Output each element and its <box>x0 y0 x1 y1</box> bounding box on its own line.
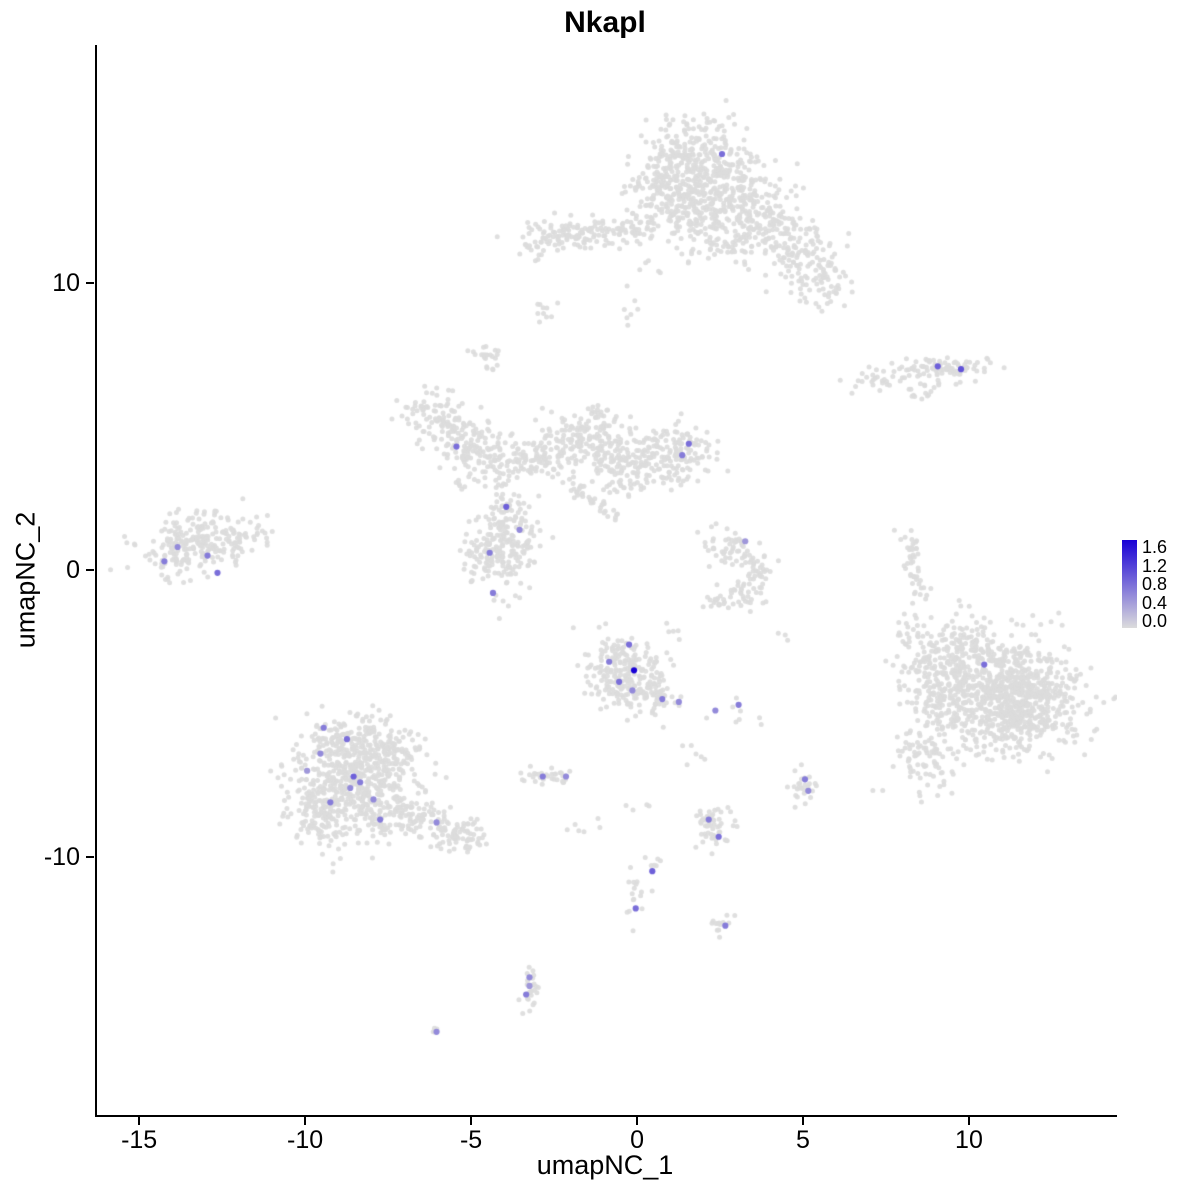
y-axis-label: umapNC_2 <box>10 511 41 649</box>
x-tick-mark <box>967 1117 970 1125</box>
y-tick-mark <box>86 855 94 858</box>
x-tick-label: -10 <box>287 1126 324 1154</box>
legend-gradient-bar <box>1122 540 1137 628</box>
y-tick-mark <box>86 282 94 285</box>
plot-area <box>95 45 1117 1117</box>
y-tick-label: -10 <box>43 842 80 871</box>
legend-tick-label: 0.8 <box>1142 574 1168 594</box>
y-tick-label: 10 <box>52 269 80 298</box>
plot-title: Nkapl <box>564 6 646 39</box>
legend-tick-label: 1.2 <box>1142 555 1168 576</box>
color-legend: 1.6 1.2 0.8 0.4 0.0 <box>1122 538 1200 634</box>
x-tick-label: 10 <box>955 1126 983 1154</box>
x-tick-label: 0 <box>630 1126 644 1154</box>
scatter-canvas <box>97 45 1117 1115</box>
y-tick-mark <box>86 568 94 571</box>
x-axis-label: umapNC_1 <box>536 1150 674 1180</box>
y-tick-label: 0 <box>66 555 80 584</box>
x-tick-mark <box>801 1117 804 1125</box>
x-tick-mark <box>470 1117 473 1125</box>
x-tick-label: 5 <box>796 1126 810 1154</box>
x-tick-mark <box>304 1117 307 1125</box>
legend-tick-label: 0.4 <box>1142 592 1168 613</box>
x-tick-label: -15 <box>121 1126 158 1154</box>
legend-tick-label: 1.6 <box>1142 537 1168 557</box>
x-tick-mark <box>138 1117 141 1125</box>
legend-tick-labels: 1.6 1.2 0.8 0.4 0.0 <box>1142 538 1197 630</box>
legend-tick-label: 0.0 <box>1142 611 1168 631</box>
x-tick-label: -5 <box>459 1126 483 1154</box>
x-tick-mark <box>636 1117 639 1125</box>
